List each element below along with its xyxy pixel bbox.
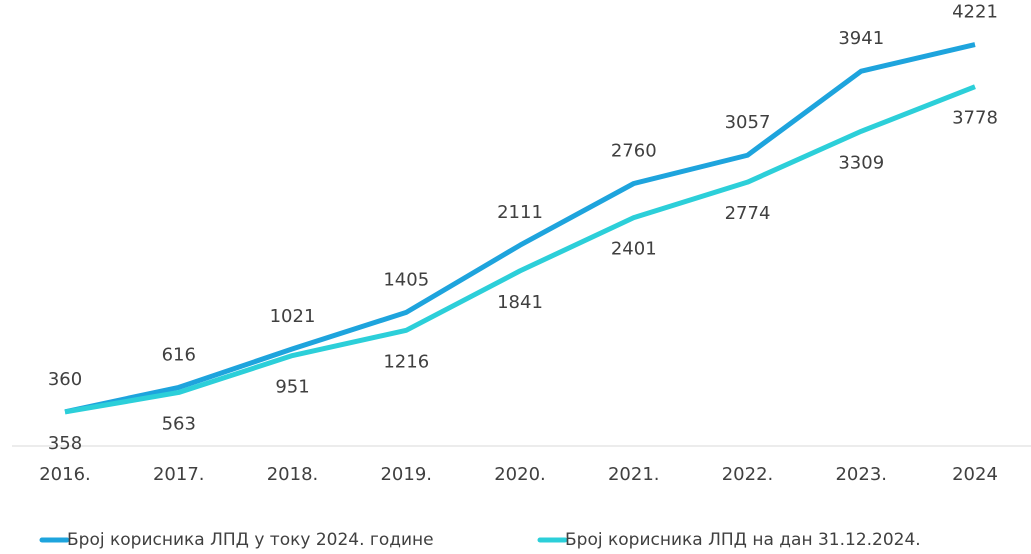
data-label: 3309 [838,152,884,173]
data-label: 951 [275,377,309,398]
x-tick-label: 2024 [952,464,998,485]
data-label: 616 [162,344,196,365]
series-line [64,84,976,415]
x-tick-label: 2021. [608,464,660,485]
data-label: 1216 [383,351,429,372]
series-line [64,42,976,415]
data-label: 1841 [497,292,543,313]
data-label: 3941 [838,28,884,49]
x-tick-label: 2020. [494,464,546,485]
x-tick-label: 2022. [722,464,774,485]
data-label: 2401 [611,239,657,260]
legend-label: Број корисника ЛПД у току 2024. године [67,530,434,550]
x-tick-label: 2019. [380,464,432,485]
data-label: 1405 [383,269,429,290]
x-tick-label: 2016. [39,464,91,485]
x-tick-label: 2018. [267,464,319,485]
data-label: 1021 [270,306,316,327]
data-label: 2774 [725,203,771,224]
data-label: 3778 [952,108,998,129]
data-label: 360 [48,369,82,390]
data-label: 3057 [725,112,771,133]
x-tick-label: 2017. [153,464,205,485]
data-label: 358 [48,433,82,454]
x-tick-label: 2023. [835,464,887,485]
data-label: 2111 [497,202,543,223]
data-label: 2760 [611,140,657,161]
legend-label: Број корисника ЛПД на дан 31.12.2024. [565,530,921,550]
data-label: 4221 [952,2,998,23]
data-label: 563 [162,413,196,434]
